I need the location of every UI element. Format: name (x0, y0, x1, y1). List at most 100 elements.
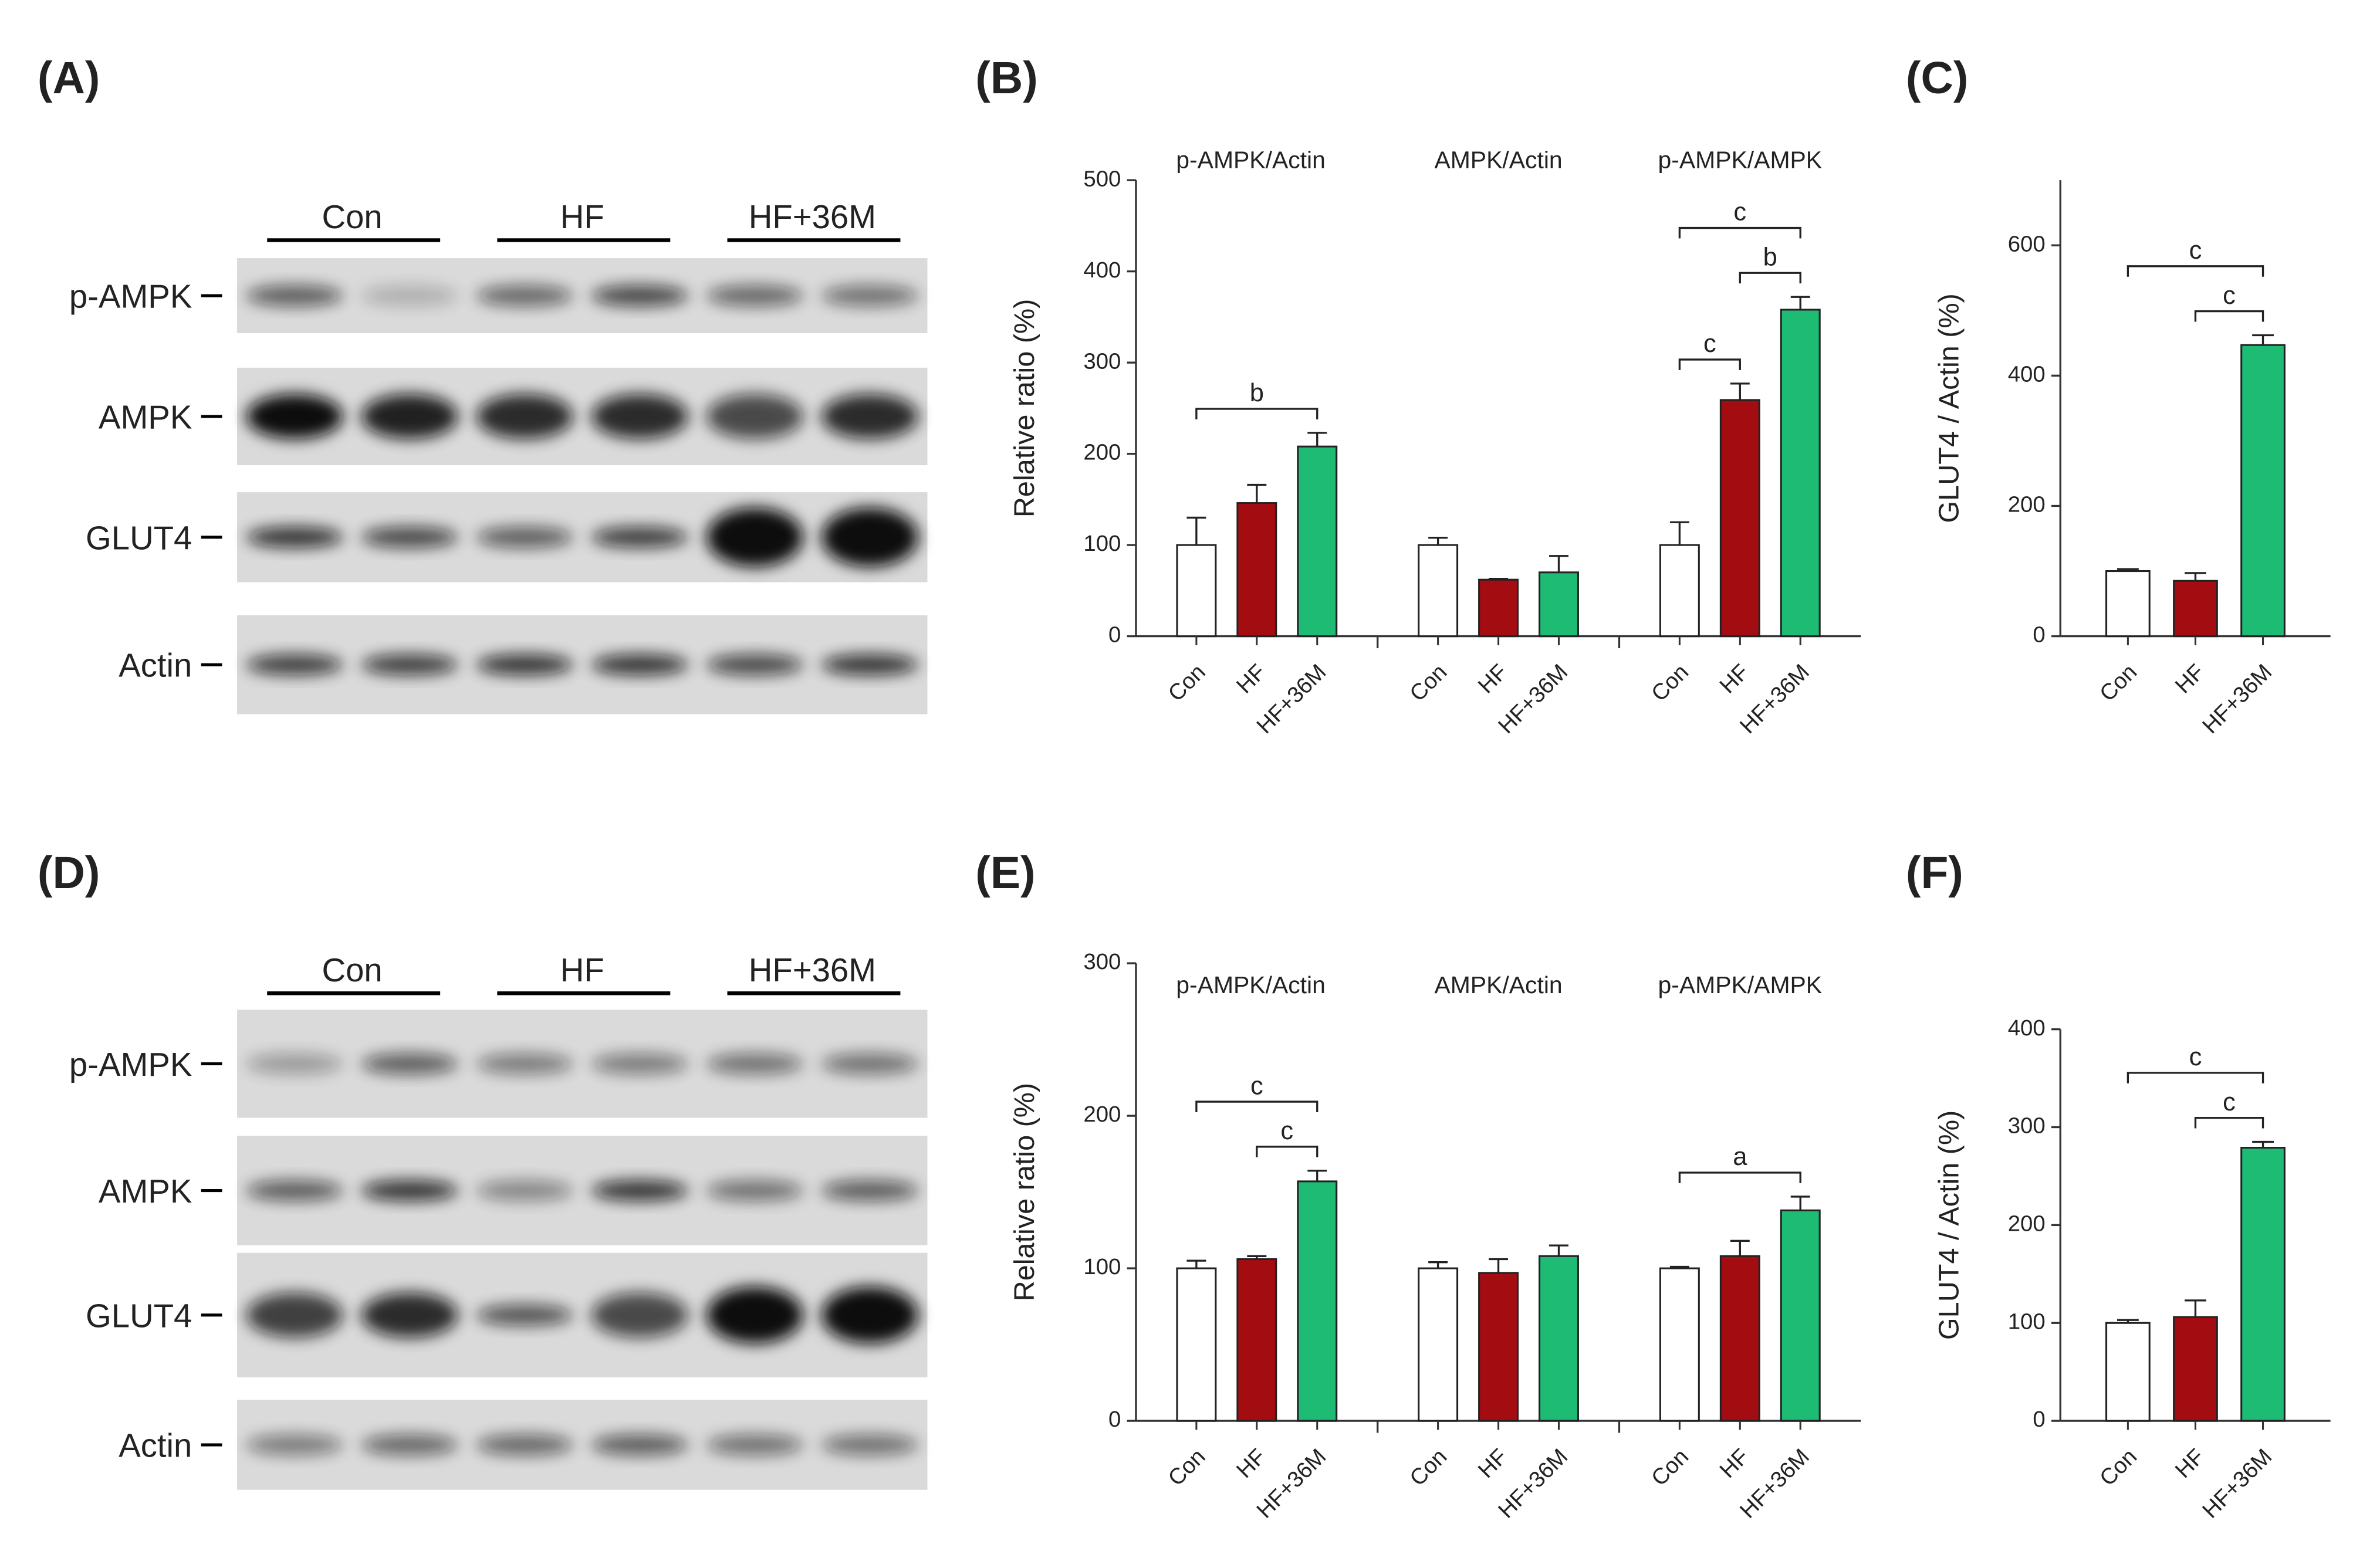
band (246, 1434, 343, 1455)
group-label: HF (560, 198, 604, 235)
group-title: AMPK/Actin (1434, 147, 1562, 174)
band (821, 1053, 918, 1075)
band (246, 285, 343, 306)
band (361, 1180, 458, 1201)
error-bar (2117, 1319, 2139, 1323)
bar (2105, 1322, 2151, 1422)
y-tick-label: 100 (1083, 1254, 1121, 1279)
error-bar (1790, 296, 1810, 310)
group-title: p-AMPK/AMPK (1658, 971, 1823, 998)
blot-row (237, 615, 928, 714)
band (246, 654, 343, 676)
y-tick-label: 100 (1083, 531, 1121, 556)
band (476, 654, 573, 676)
error-bar (1186, 1259, 1206, 1269)
row-label: p-AMPK (69, 278, 192, 315)
bar (1659, 544, 1700, 638)
blot-row (237, 258, 928, 334)
bar (2173, 580, 2218, 638)
row-label: Actin (119, 1427, 192, 1464)
bracket (1678, 226, 1801, 239)
error-bar (1428, 1261, 1448, 1269)
group-title: p-AMPK/Actin (1176, 147, 1326, 174)
bracket (1739, 272, 1801, 284)
error-bar (2185, 1299, 2206, 1318)
error-bar (1790, 1196, 1810, 1211)
bar (1236, 502, 1277, 638)
y-tick-label: 200 (2008, 1211, 2046, 1237)
bar (1659, 1267, 1700, 1422)
y-tick-label: 300 (2008, 1113, 2046, 1139)
band (361, 526, 458, 548)
row-label: AMPK (99, 398, 192, 435)
band (706, 1434, 803, 1455)
bracket (1195, 1100, 1319, 1112)
error-bar (1489, 577, 1509, 580)
band (591, 1053, 688, 1075)
y-tick-label: 400 (1083, 258, 1121, 283)
y-axis-label: Relative ratio (%) (1009, 1083, 1040, 1302)
panel-label: (A) (38, 53, 100, 103)
band (821, 507, 918, 567)
bar (1719, 1255, 1760, 1422)
error-bar (1730, 1240, 1750, 1257)
bar (1719, 399, 1760, 638)
panel-label: (F) (1906, 848, 1963, 898)
bar (1478, 1272, 1519, 1422)
error-bar (2185, 572, 2206, 581)
band (476, 1434, 573, 1455)
y-tick-label: 600 (2008, 231, 2046, 256)
bar (2105, 570, 2151, 638)
blot-row (237, 1252, 928, 1377)
bracket (2194, 1116, 2264, 1129)
bar (1539, 571, 1579, 638)
band (591, 394, 688, 439)
band (821, 654, 918, 676)
band (706, 394, 803, 439)
bar (1236, 1258, 1277, 1422)
band (706, 654, 803, 676)
band (706, 1286, 803, 1344)
error-bar (1307, 1170, 1327, 1181)
band (361, 1434, 458, 1455)
error-bar (2117, 568, 2139, 571)
bracket (2127, 265, 2264, 277)
row-label: GLUT4 (86, 1297, 192, 1334)
bar (1176, 1267, 1217, 1422)
significance-label: c (1280, 1117, 1293, 1145)
significance-label: c (1733, 198, 1746, 226)
band (246, 526, 343, 548)
y-tick-label: 200 (2008, 492, 2046, 517)
panel-label: (C) (1906, 53, 1969, 103)
bar (1780, 309, 1821, 638)
bar (2173, 1316, 2218, 1422)
bar (1418, 1267, 1459, 1422)
significance-label: c (2189, 1043, 2202, 1071)
group-label: Con (322, 951, 383, 988)
bracket (1678, 358, 1741, 370)
row-label: p-AMPK (69, 1046, 192, 1083)
error-bar (1307, 432, 1327, 447)
bar (1297, 445, 1338, 638)
band (246, 1053, 343, 1075)
band (361, 1292, 458, 1338)
row-label: Actin (119, 647, 192, 684)
bar (1478, 578, 1519, 638)
band (821, 394, 918, 439)
bar (1297, 1180, 1338, 1422)
band (706, 1053, 803, 1075)
bar (1780, 1209, 1821, 1422)
significance-label: c (2189, 236, 2202, 265)
band (591, 526, 688, 548)
group-label: HF+36M (749, 198, 876, 235)
bracket (1256, 1146, 1319, 1157)
bar (2240, 1147, 2286, 1422)
panel-label: (E) (975, 848, 1035, 898)
significance-label: b (1763, 243, 1777, 271)
group-title: p-AMPK/Actin (1176, 971, 1326, 998)
y-tick-label: 200 (1083, 440, 1121, 465)
band (476, 1180, 573, 1201)
bar (1176, 544, 1217, 638)
bracket (1195, 408, 1319, 419)
